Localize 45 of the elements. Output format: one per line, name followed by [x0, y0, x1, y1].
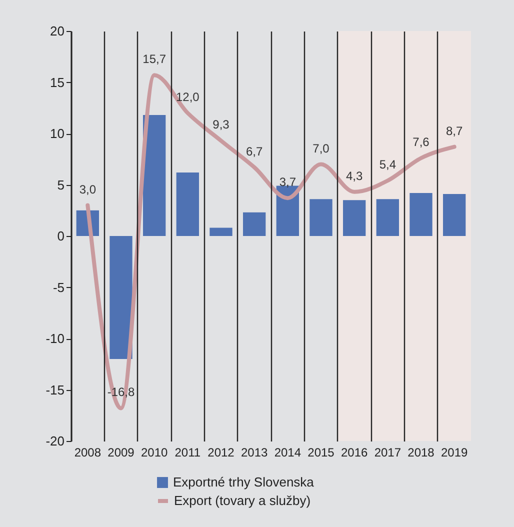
- bar: [143, 115, 166, 236]
- x-tick-label: 2008: [74, 446, 102, 460]
- x-tick-label: 2014: [274, 446, 302, 460]
- y-tick-label: -20: [46, 434, 64, 448]
- x-tick-label: 2019: [440, 446, 468, 460]
- bar: [410, 192, 432, 236]
- bar: [210, 228, 232, 236]
- x-tick-label: 2016: [340, 446, 368, 460]
- x-tick-label: 2011: [174, 446, 201, 460]
- x-tick-label: 2009: [108, 446, 135, 460]
- y-tick-label: -5: [52, 280, 64, 295]
- data-label: 8,7: [446, 124, 463, 138]
- x-tick-label: 2017: [374, 446, 402, 460]
- bar: [243, 212, 266, 236]
- legend-label: Exportné trhy Slovenska: [173, 474, 315, 490]
- y-tick-label: 20: [50, 24, 64, 38]
- data-label: 6,7: [246, 144, 263, 158]
- y-tick-label: 10: [50, 126, 64, 141]
- data-label: 12,0: [176, 90, 200, 104]
- bar: [376, 199, 399, 236]
- data-label: 7,6: [412, 135, 430, 150]
- y-tick-label: 15: [50, 74, 64, 90]
- data-label: 5,4: [379, 158, 396, 172]
- y-tick-label: 0: [57, 228, 64, 244]
- data-label: 4,3: [346, 168, 363, 183]
- bar: [110, 236, 132, 359]
- bar: [310, 199, 332, 236]
- bar: [343, 200, 366, 236]
- y-tick-label: 5: [57, 177, 64, 192]
- x-tick-label: 2013: [240, 446, 268, 460]
- legend-label: Export (tovary a služby): [174, 493, 311, 508]
- x-tick-label: 2018: [408, 446, 435, 460]
- x-tick-label: 2010: [140, 446, 168, 460]
- bar: [443, 194, 466, 236]
- data-label: 3,7: [279, 175, 296, 190]
- y-tick-label: -15: [46, 382, 64, 398]
- x-tick-label: 2015: [308, 446, 335, 460]
- x-tick-label: 2012: [208, 446, 235, 460]
- data-label: -16,8: [107, 385, 135, 400]
- data-label: 3,0: [79, 182, 96, 196]
- data-label: 9,3: [212, 118, 230, 132]
- data-label: 7,0: [312, 141, 330, 156]
- data-label: 15,7: [142, 52, 166, 66]
- y-tick-label: -10: [46, 331, 64, 346]
- bar: [176, 172, 199, 236]
